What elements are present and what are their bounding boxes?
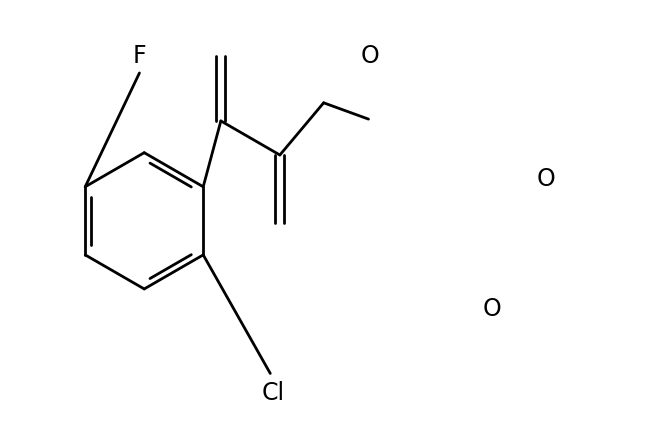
Text: F: F	[133, 44, 146, 68]
Text: O: O	[482, 297, 501, 321]
Text: O: O	[361, 44, 380, 68]
Text: O: O	[537, 166, 555, 190]
Text: Cl: Cl	[262, 380, 285, 404]
